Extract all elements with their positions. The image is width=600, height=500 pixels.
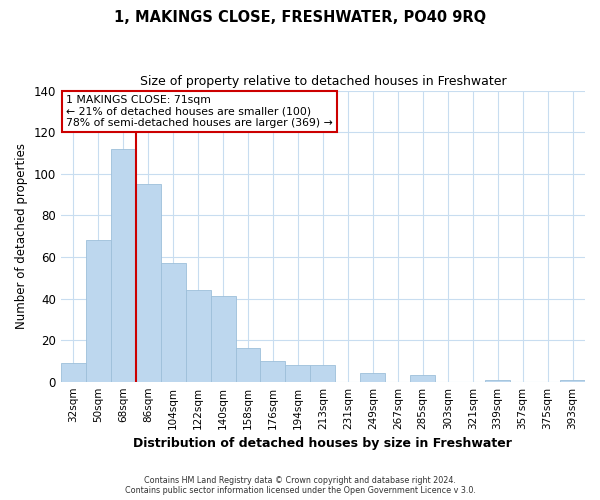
Bar <box>560 380 585 382</box>
Text: 1 MAKINGS CLOSE: 71sqm
← 21% of detached houses are smaller (100)
78% of semi-de: 1 MAKINGS CLOSE: 71sqm ← 21% of detached… <box>66 95 333 128</box>
Text: 1, MAKINGS CLOSE, FRESHWATER, PO40 9RQ: 1, MAKINGS CLOSE, FRESHWATER, PO40 9RQ <box>114 10 486 25</box>
Bar <box>211 296 236 382</box>
Bar <box>310 365 335 382</box>
Bar <box>61 363 86 382</box>
Bar <box>161 263 185 382</box>
X-axis label: Distribution of detached houses by size in Freshwater: Distribution of detached houses by size … <box>133 437 512 450</box>
Bar <box>485 380 510 382</box>
Bar <box>410 376 435 382</box>
Bar <box>236 348 260 382</box>
Bar <box>86 240 111 382</box>
Title: Size of property relative to detached houses in Freshwater: Size of property relative to detached ho… <box>140 75 506 88</box>
Bar <box>260 361 286 382</box>
Y-axis label: Number of detached properties: Number of detached properties <box>15 143 28 329</box>
Bar <box>111 149 136 382</box>
Bar <box>361 374 385 382</box>
Bar <box>136 184 161 382</box>
Bar <box>185 290 211 382</box>
Bar <box>286 365 310 382</box>
Text: Contains HM Land Registry data © Crown copyright and database right 2024.
Contai: Contains HM Land Registry data © Crown c… <box>125 476 475 495</box>
